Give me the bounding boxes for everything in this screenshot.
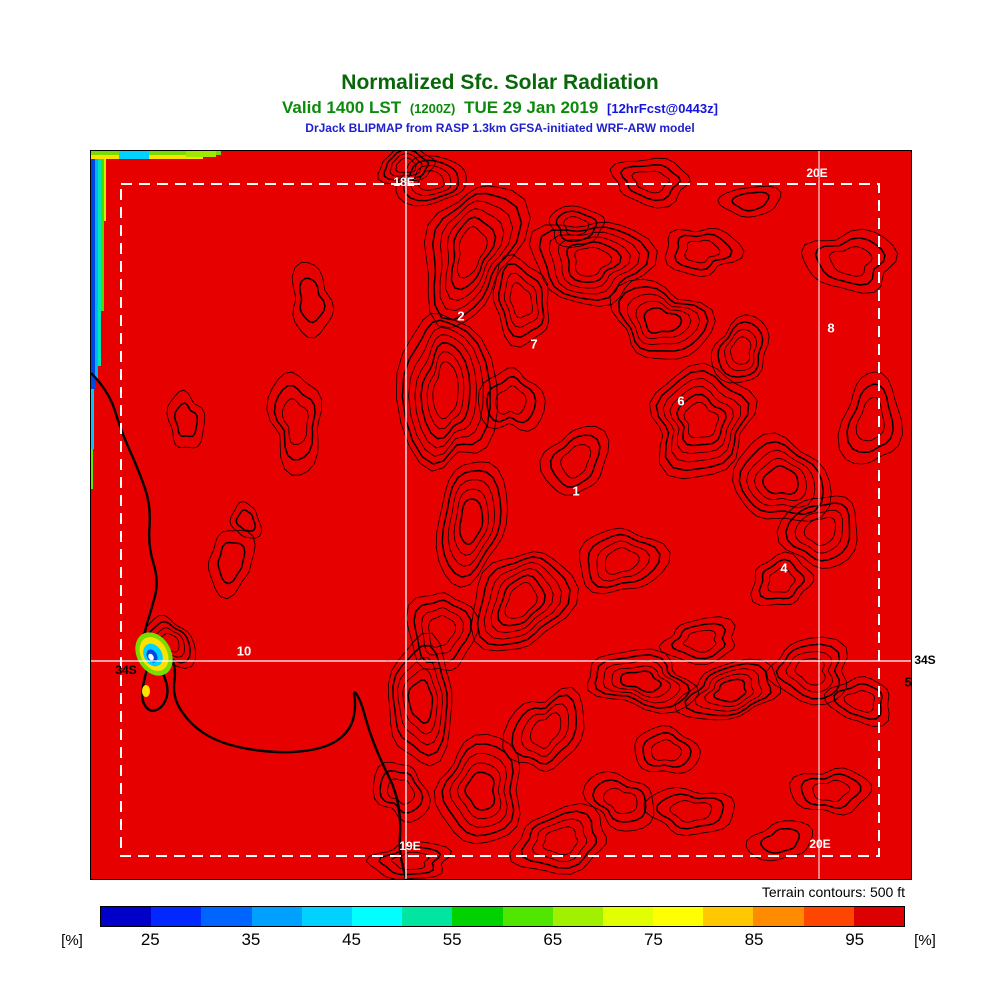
colorbar-segment bbox=[753, 907, 804, 926]
terrain-note: Terrain contours: 500 ft bbox=[761, 884, 905, 900]
header: Normalized Sfc. Solar Radiation Valid 14… bbox=[0, 70, 1000, 136]
colorbar-tick: 45 bbox=[342, 930, 362, 949]
colorbar-segment bbox=[552, 907, 603, 926]
valid-line: Valid 1400 LST (1200Z) TUE 29 Jan 2019 [… bbox=[0, 97, 1000, 118]
colorbar-tick: 55 bbox=[442, 930, 462, 949]
colorbar-unit-right: [%] bbox=[914, 932, 936, 949]
map-canvas bbox=[91, 151, 911, 879]
colorbar-ticks: 25 35 45 55 65 75 85 95 bbox=[100, 930, 905, 954]
colorbar-segment bbox=[402, 907, 453, 926]
colorbar bbox=[100, 906, 905, 927]
grid-label-34s-right: 34S bbox=[914, 653, 936, 667]
plot-title: Normalized Sfc. Solar Radiation bbox=[341, 71, 659, 94]
colorbar-segment bbox=[452, 907, 503, 926]
colorbar-segment bbox=[251, 907, 302, 926]
colorbar-segment bbox=[151, 907, 202, 926]
map-panel bbox=[90, 150, 912, 880]
colorbar-segment bbox=[351, 907, 403, 926]
colorbar-tick: 85 bbox=[744, 930, 764, 949]
colorbar-segment bbox=[653, 907, 704, 926]
colorbar-segment bbox=[101, 907, 152, 926]
colorbar-segment bbox=[602, 907, 654, 926]
colorbar-tick: 25 bbox=[140, 930, 160, 949]
colorbar-unit-left: [%] bbox=[61, 932, 83, 949]
colorbar-tick: 75 bbox=[643, 930, 663, 949]
valid-date: TUE 29 Jan 2019 bbox=[464, 98, 599, 118]
valid-time: Valid 1400 LST bbox=[282, 98, 402, 118]
colorbar-segment bbox=[853, 907, 904, 926]
colorbar-segment bbox=[201, 907, 252, 926]
valid-zulu: (1200Z) bbox=[409, 101, 456, 117]
forecast-tag: [12hrFcst@0443z] bbox=[607, 101, 718, 117]
colorbar-tick: 95 bbox=[845, 930, 865, 949]
colorbar-segment bbox=[803, 907, 854, 926]
colorbar-tick: 65 bbox=[543, 930, 563, 949]
model-line: DrJack BLIPMAP from RASP 1.3km GFSA-init… bbox=[305, 120, 695, 135]
colorbar-tick: 35 bbox=[241, 930, 261, 949]
colorbar-segment bbox=[502, 907, 553, 926]
colorbar-segment bbox=[301, 907, 352, 926]
colorbar-segment bbox=[703, 907, 754, 926]
